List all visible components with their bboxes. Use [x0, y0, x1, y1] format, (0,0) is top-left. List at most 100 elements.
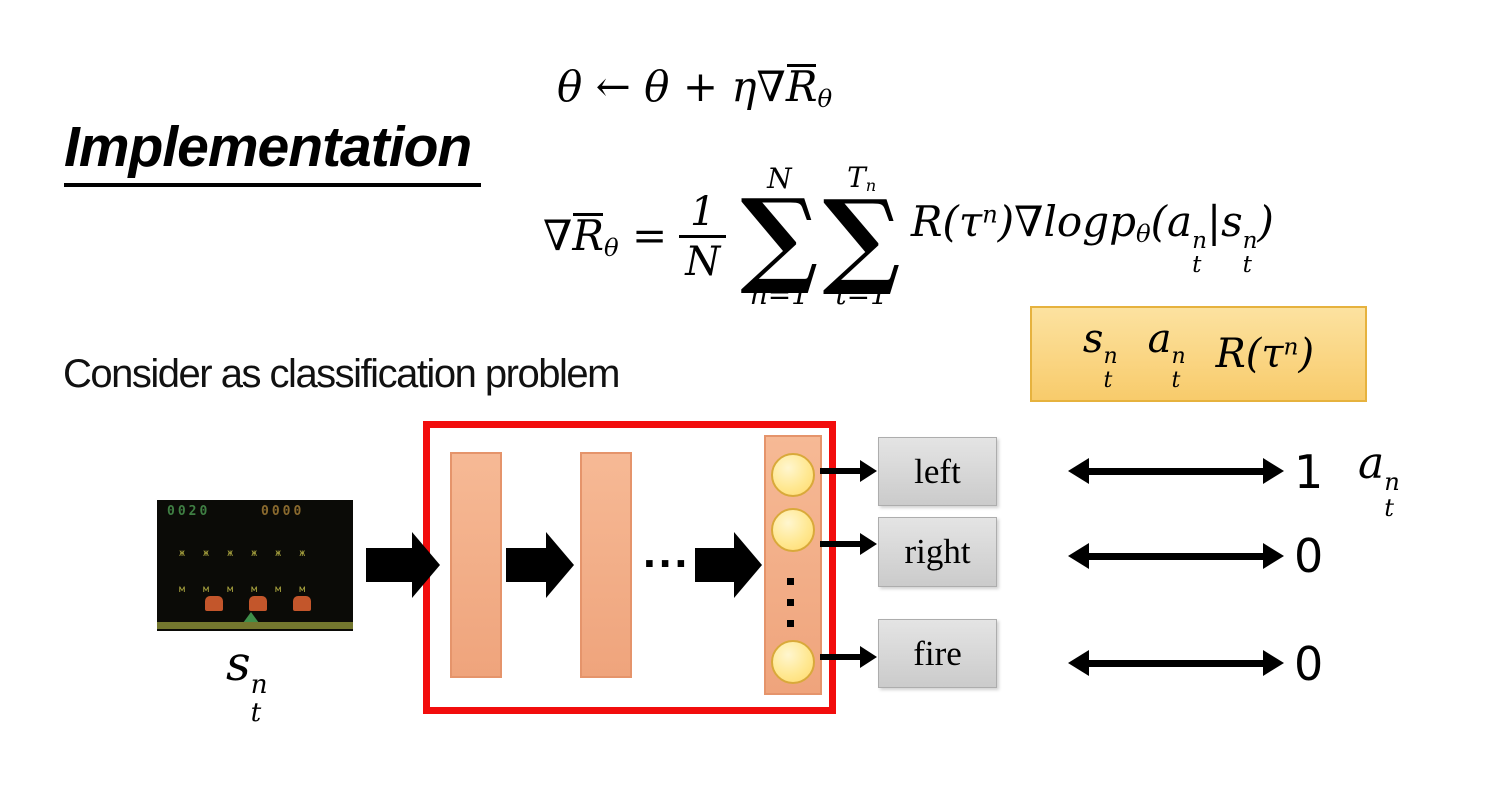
s-sub-t: t — [250, 696, 262, 728]
output-node — [771, 453, 815, 497]
action-box-left: left — [878, 437, 997, 506]
arrow-body — [506, 548, 546, 582]
action-box-fire: fire — [878, 619, 997, 688]
update-rule-formula: θ ← θ + η∇Rθ — [557, 62, 832, 113]
sum-lower-limit: t=1 — [835, 278, 888, 312]
hidden-layers-ellipsis: ... — [643, 525, 691, 577]
hidden-layer-2 — [580, 452, 632, 678]
theta-sub: θ — [603, 233, 619, 263]
s-sup-n: n — [250, 669, 268, 701]
player-cannon-sprite — [243, 612, 259, 623]
s-symbol: s — [1221, 196, 1243, 246]
arrow-head — [1263, 650, 1284, 676]
a-sup-n: n — [1192, 227, 1207, 254]
arrow-line — [820, 654, 860, 660]
flow-arrow-hidden — [506, 532, 574, 598]
arrow-line — [1089, 659, 1263, 667]
target-value-fire: 0 — [1294, 637, 1324, 691]
fraction-1-over-N: 1 N — [679, 189, 727, 285]
R-tau-term: R(τ — [1215, 331, 1284, 377]
output-ellipsis-dot — [787, 578, 794, 585]
hidden-layer-1 — [450, 452, 502, 678]
R-tau-term: R(τ — [910, 196, 983, 246]
sigma-symbol: ∑ — [740, 175, 819, 299]
close-paren: ) — [1298, 331, 1315, 377]
arrow-line — [820, 468, 860, 474]
arrow-line — [820, 541, 860, 547]
shield-sprite — [293, 596, 311, 611]
output-node — [771, 508, 815, 552]
flow-arrow-input — [366, 532, 440, 598]
arrow-head — [1263, 543, 1284, 569]
arrow-head — [546, 532, 574, 598]
target-value-right: 0 — [1294, 529, 1324, 583]
close-paren: ) — [1257, 196, 1274, 246]
arrow-head — [1068, 650, 1089, 676]
gradient-lhs: ∇Rθ = — [543, 211, 667, 262]
arrow-line — [1089, 552, 1263, 560]
arrow-head — [860, 646, 877, 668]
target-arrow-fire — [1068, 650, 1284, 676]
action-label: fire — [913, 633, 962, 673]
update-rule-lead: θ ← θ + η∇ — [557, 62, 786, 111]
s-symbol: s — [226, 636, 251, 692]
tau-sup-n: n — [1283, 333, 1299, 361]
shield-sprite — [249, 596, 267, 611]
sum-lower-limit: n=1 — [749, 277, 809, 311]
sigma-symbol: ∑ — [822, 175, 901, 299]
arrow-body — [695, 548, 734, 582]
sum-over-n: N ∑ n=1 — [740, 161, 819, 311]
arrow-head — [1068, 543, 1089, 569]
fraction-denominator: N — [679, 235, 727, 285]
T-symbol: T — [847, 161, 866, 195]
arrow-head — [860, 533, 877, 555]
s-sub-t: t — [1103, 367, 1113, 393]
a-sup-n: n — [1384, 468, 1400, 497]
action-box-right: right — [878, 517, 997, 587]
arrow-body — [366, 548, 412, 582]
game-score-right: 0000 — [261, 504, 305, 519]
tau-sup-n: n — [982, 199, 998, 229]
a-sub-t: t — [1384, 493, 1394, 522]
s-sub-t: t — [1242, 251, 1252, 278]
s-sup-n: n — [1103, 344, 1118, 370]
s-sup-n: n — [1242, 227, 1258, 254]
game-screenshot: 0020 0000 ж ж ж ж ж ж м м м м м м х х х … — [157, 500, 353, 631]
a-sub-t: t — [1171, 367, 1181, 393]
output-arrow-right — [820, 533, 877, 555]
nabla-log-p: )∇logp — [997, 196, 1136, 246]
a-symbol: a — [1147, 316, 1172, 363]
action-label: right — [904, 532, 971, 571]
page-title: Implementation — [64, 115, 482, 187]
output-ellipsis-dot — [787, 620, 794, 627]
a-sub-t: t — [1192, 251, 1202, 278]
gradient-formula: ∇Rθ = 1 N N ∑ n=1 Tn ∑ t=1 R(τn)∇logpθ(a… — [543, 146, 1274, 328]
arrow-head — [1263, 458, 1284, 484]
fraction-numerator: 1 — [689, 189, 716, 235]
T-n-sub: n — [865, 176, 877, 196]
game-score-left: 0020 — [167, 504, 211, 519]
caption-text: Consider as classification problem — [63, 352, 620, 396]
nabla-symbol: ∇ — [543, 211, 573, 261]
alien-row: м м м м м м — [179, 584, 312, 595]
ground-line — [157, 622, 353, 629]
R-bar-theta-sub: θ — [817, 84, 833, 114]
a-symbol: a — [1358, 438, 1385, 489]
conditional-bar: | — [1206, 196, 1222, 246]
output-arrow-left — [820, 460, 877, 482]
target-arrow-left — [1068, 458, 1284, 484]
heading-wrap: Implementation — [64, 115, 482, 187]
target-value-left: 1 — [1294, 445, 1324, 499]
sum-upper-limit: Tn — [847, 161, 877, 196]
output-node — [771, 640, 815, 684]
sum-upper-limit: N — [767, 161, 792, 195]
output-ellipsis-dot — [787, 599, 794, 606]
